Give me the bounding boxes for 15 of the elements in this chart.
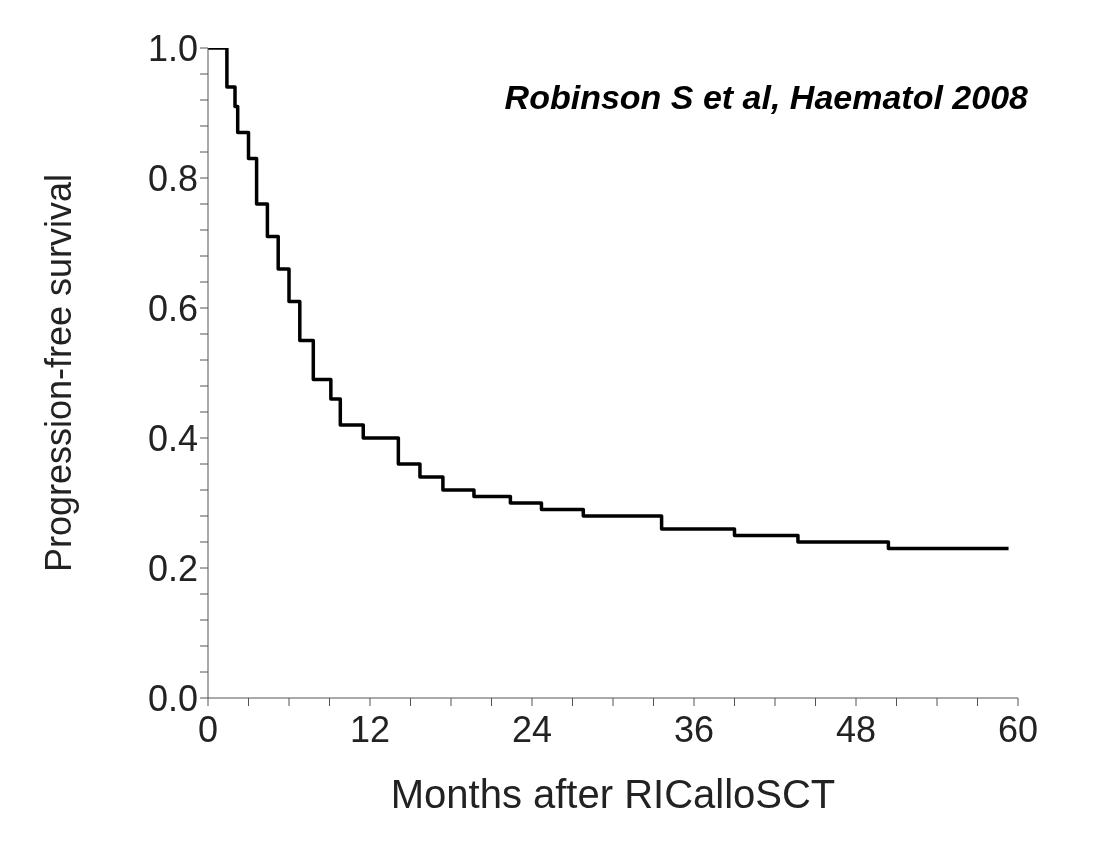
y-tick-label: 0.4 [147, 417, 198, 459]
y-tick-label: 0.6 [147, 287, 198, 329]
y-axis-title: Progression-free survival [37, 173, 79, 573]
x-axis-title: Months after RICalloSCT [390, 772, 836, 816]
x-tick-label: 60 [997, 709, 1039, 750]
x-tick-label: 24 [511, 709, 553, 750]
x-tick-label: 12 [349, 709, 391, 750]
y-tick-label: 0.8 [147, 157, 198, 199]
annotation: Robinson S et al, Haematol 2008 [504, 78, 1028, 117]
y-tick-label: 0.0 [147, 677, 198, 719]
x-tick-label: 36 [673, 709, 715, 750]
y-tick-label: 0.2 [147, 547, 198, 589]
x-tick-label: 48 [835, 709, 877, 750]
y-tick-label: 1.0 [147, 27, 198, 69]
x-tick-label: 0 [197, 709, 219, 750]
